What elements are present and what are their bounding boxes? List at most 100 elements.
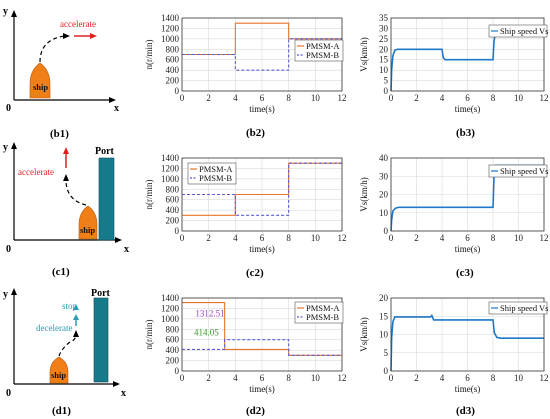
scene-d1-origin-label: 0 [6, 388, 11, 399]
scene-d1-port-label: Port [91, 288, 111, 299]
x-tick-label: 4 [440, 93, 445, 103]
x-tick-label: 8 [491, 373, 496, 383]
x-axis-label: time(s) [249, 244, 275, 254]
scene-c1-caption: (c1) [52, 266, 70, 278]
scene-b1-y-arrowhead [11, 10, 17, 17]
x-tick-label: 8 [286, 373, 291, 383]
y-tick-label: 400 [166, 345, 180, 355]
legend-label: PMSM-B [199, 173, 232, 183]
y-tick-label: 1200 [161, 23, 180, 33]
y-tick-label: 400 [166, 65, 180, 75]
x-tick-label: 0 [389, 233, 394, 243]
scene-c1-ship-label: ship [80, 225, 95, 235]
scene-d1-stop-label: stop [62, 301, 78, 311]
scene-d1: y x 0 Port ship decelerate stop (d1) [3, 288, 126, 417]
scene-b1-path [39, 35, 65, 63]
stop-arrowhead [73, 304, 79, 310]
y-axis-label: Vs(km/h) [359, 177, 369, 212]
y-tick-label: 15 [379, 311, 389, 321]
plot-frame [390, 297, 545, 372]
x-tick-label: 8 [286, 93, 291, 103]
y-tick-label: 200 [166, 356, 180, 366]
chart-d3: 0 2 4 6 8 10 12 0 5 10 15 20 time(s) Vs(km/h) Ship spe… [359, 293, 549, 394]
data-annotation: 1312.51 [195, 308, 224, 318]
scene-b1-x-arrowhead [109, 97, 116, 103]
y-tick-label: 5 [384, 76, 389, 86]
x-tick-label: 4 [440, 233, 445, 243]
legend-label: PMSM-A [199, 164, 233, 174]
x-tick-label: 0 [180, 373, 185, 383]
chart-c2-caption: (c2) [246, 267, 264, 279]
x-tick-label: 0 [389, 93, 394, 103]
x-tick-label: 6 [260, 233, 265, 243]
y-axis-label: n(r/min) [144, 40, 154, 70]
x-tick-label: 10 [311, 93, 321, 103]
x-tick-label: 6 [465, 373, 470, 383]
y-tick-label: 1400 [161, 153, 180, 163]
legend-box [294, 301, 344, 324]
y-tick-label: 1400 [161, 13, 180, 23]
y-tick-label: 800 [166, 184, 180, 194]
series-line-pmsm-a [182, 162, 342, 216]
x-tick-label: 12 [540, 233, 549, 243]
scene-d1-x-label: x [121, 388, 126, 399]
scene-b1-arrow-label: accelerate [60, 19, 96, 29]
x-axis-label: time(s) [249, 104, 275, 114]
y-tick-label: 0 [384, 226, 389, 236]
series-line-pmsm-b [182, 38, 342, 71]
scene-d1-ship-label: ship [51, 370, 66, 380]
scene-b1: y x 0 ship accelerate (b1) [3, 6, 119, 140]
scene-d1-caption: (d1) [52, 405, 71, 417]
y-tick-label: 1200 [161, 163, 180, 173]
y-tick-label: 10 [379, 330, 389, 340]
x-tick-label: 6 [465, 93, 470, 103]
x-tick-label: 4 [233, 373, 238, 383]
chart-d2-caption: (d2) [246, 405, 265, 417]
legend-label: PMSM-B [306, 312, 339, 322]
x-tick-label: 2 [206, 233, 211, 243]
y-tick-label: 600 [166, 195, 180, 205]
legend-label: Ship speed Vs [500, 26, 549, 36]
data-annotation: 414.05 [194, 328, 219, 338]
x-tick-label: 10 [514, 233, 524, 243]
y-tick-label: 20 [379, 293, 389, 303]
scene-c1-port-label: Port [95, 146, 115, 157]
x-axis-label: time(s) [455, 244, 481, 254]
series-line-pmsm-b [182, 339, 342, 356]
x-tick-label: 0 [180, 233, 185, 243]
x-tick-label: 0 [389, 373, 394, 383]
x-tick-label: 12 [540, 373, 549, 383]
x-tick-label: 10 [514, 373, 524, 383]
y-tick-label: 10 [379, 65, 389, 75]
scene-b1-path-arrowhead [63, 33, 70, 39]
y-axis-label: Vs(km/h) [359, 317, 369, 352]
x-tick-label: 10 [311, 373, 321, 383]
x-tick-label: 10 [514, 93, 524, 103]
legend-label: Ship speed Vs [500, 166, 549, 176]
series-line-ship-speed-vs [390, 314, 544, 372]
y-tick-label: 0 [384, 366, 389, 376]
x-tick-label: 2 [414, 233, 419, 243]
x-tick-label: 2 [206, 373, 211, 383]
ship-icon [29, 62, 51, 99]
x-tick-label: 8 [491, 233, 496, 243]
scene-d1-x-arrowhead [113, 381, 120, 387]
scene-d1-y-label: y [3, 289, 8, 300]
scene-d1-arrow-label: decelerate [36, 323, 72, 333]
scene-c1-path-arrowhead [63, 174, 69, 181]
accelerate-arrowhead [90, 33, 97, 39]
legend-box [187, 162, 237, 185]
scene-b1-origin-label: 0 [6, 103, 11, 114]
y-axis-label: Vs(km/h) [359, 37, 369, 72]
y-tick-label: 1000 [161, 34, 180, 44]
y-tick-label: 1000 [161, 174, 180, 184]
plot-frame [390, 17, 545, 92]
x-tick-label: 12 [338, 373, 347, 383]
chart-b2-caption: (b2) [246, 127, 265, 139]
y-tick-label: 20 [379, 190, 389, 200]
y-tick-label: 15 [379, 55, 389, 65]
scene-c1-x-arrowhead [115, 237, 122, 243]
x-tick-label: 4 [233, 93, 238, 103]
